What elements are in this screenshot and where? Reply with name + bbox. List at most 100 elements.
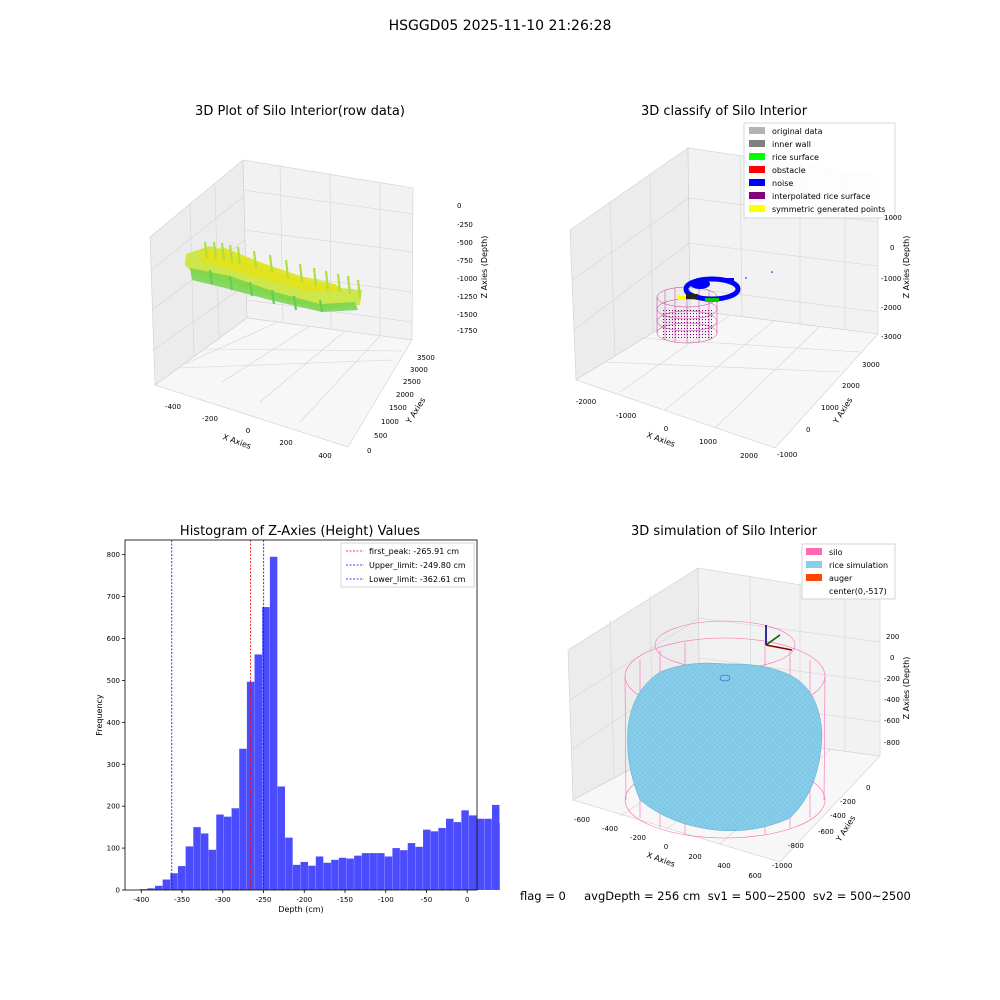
panel2-zlabel: Z Axies (Depth): [902, 236, 911, 299]
tick-label: 0: [465, 896, 469, 904]
histogram-bar: [354, 855, 362, 890]
tick-label: -600: [884, 717, 900, 725]
panel2-3d-plot: original data inner wall rice surface ob…: [569, 122, 911, 460]
legend-swatch-silo: [806, 548, 822, 555]
histogram-bar: [147, 888, 155, 890]
histogram-reference-lines: [171, 540, 265, 890]
legend-label: center(0,-517): [829, 587, 887, 596]
histogram-bar: [269, 556, 278, 890]
tick-label: -100: [378, 896, 394, 904]
tick-label: 1000: [821, 404, 839, 412]
panel4-x-ticks: -600 -400 -200 0 200 400 600: [574, 816, 762, 880]
tick-label: -400: [830, 812, 846, 820]
panel1-point-columns: [203, 241, 362, 299]
tick-label: -1500: [457, 311, 477, 319]
panel2-interpolated-points: [662, 310, 712, 340]
tick-label: 0: [367, 447, 371, 455]
tick-label: 0: [890, 244, 894, 252]
legend-label: obstacle: [772, 166, 806, 175]
legend-label: noise: [772, 179, 793, 188]
legend-swatch-noise: [749, 179, 765, 186]
histogram-bar: [338, 857, 347, 890]
histogram-bar: [430, 831, 439, 890]
tick-label: 600: [748, 872, 761, 880]
tick-label: 0: [890, 654, 894, 662]
histogram-bar: [285, 837, 293, 890]
legend-swatch-rice-surface: [749, 153, 765, 160]
panel2-xlabel: X Axies: [645, 430, 676, 449]
tick-label: 400: [717, 862, 730, 870]
tick-label: -400: [884, 696, 900, 704]
legend-label: auger: [829, 574, 853, 583]
tick-label: -1000: [777, 451, 797, 459]
panel1-x-ticks: -400 -200 0 200 400: [165, 403, 332, 460]
legend-label: symmetric generated points: [772, 205, 885, 214]
status-footer: flag = 0 avgDepth = 256 cm sv1 = 500~250…: [520, 889, 911, 903]
histogram-bar: [223, 816, 232, 890]
panel2-z-ticks: 1000 0 -1000 -2000 -3000: [881, 214, 902, 341]
tick-label: 200: [688, 853, 701, 861]
histogram-bar: [254, 654, 263, 890]
legend-swatch-interpolated: [749, 192, 765, 199]
tick-label: 3000: [410, 366, 428, 374]
tick-label: 2500: [403, 378, 421, 386]
histogram-bar: [277, 786, 285, 890]
tick-label: 2000: [842, 382, 860, 390]
tick-label: -200: [884, 675, 900, 683]
tick-label: 600: [107, 635, 120, 643]
histogram-bar: [400, 850, 408, 890]
tick-label: -500: [457, 239, 473, 247]
legend-label: original data: [772, 127, 823, 136]
histogram-y-ticks: 0 100 200 300 400 500 600 700 800: [107, 551, 125, 895]
tick-label: -2000: [576, 398, 596, 406]
legend-swatch-obstacle: [749, 166, 765, 173]
panel4-3d-plot: silo rice simulation auger center(0,-517…: [567, 543, 911, 880]
legend-swatch-inner-wall: [749, 140, 765, 147]
histogram-bar: [491, 804, 500, 890]
panel4-zlabel: Z Axies (Depth): [902, 657, 911, 720]
legend-swatch-rice: [806, 561, 822, 568]
histogram-bar: [292, 864, 301, 890]
tick-label: -300: [215, 896, 231, 904]
histogram-bar: [200, 833, 209, 890]
tick-label: -400: [133, 896, 149, 904]
histogram-bar: [308, 865, 316, 890]
tick-label: 2000: [396, 391, 414, 399]
tick-label: 300: [107, 761, 120, 769]
tick-label: -1000: [457, 275, 477, 283]
legend-swatch-original-data: [749, 127, 765, 134]
panel2-obstacle: [686, 294, 698, 299]
histogram-bar: [423, 829, 431, 890]
histogram-bar: [216, 814, 224, 890]
histogram-bar: [170, 873, 178, 890]
panel2-legend: original data inner wall rice surface ob…: [743, 122, 896, 219]
panel4-z-ticks: 200 0 -200 -400 -600 -800: [884, 633, 900, 747]
histogram-bar: [476, 818, 485, 890]
legend-label: interpolated rice surface: [772, 192, 870, 201]
tick-label: -200: [840, 798, 856, 806]
tick-label: -3000: [881, 333, 901, 341]
panel2-x-ticks: -2000 -1000 0 1000 2000: [576, 398, 758, 460]
histogram-bar: [446, 818, 454, 890]
histogram-axes-frame: [124, 539, 478, 891]
panel1-zlabel: Z Axies (Depth): [480, 236, 489, 299]
legend-label: first_peak: -265.91 cm: [369, 547, 459, 556]
histogram-bar: [231, 808, 240, 890]
panel4-xlabel: X Axies: [645, 850, 676, 869]
histogram-bar: [377, 853, 385, 890]
histogram-bar: [461, 810, 469, 890]
panel2-title: 3D classify of Silo Interior: [640, 104, 808, 119]
histogram-bar: [185, 846, 194, 890]
histogram-bar: [407, 843, 416, 890]
tick-label: 0: [457, 202, 461, 210]
panel2-rice-surface: [705, 298, 719, 302]
tick-label: -400: [165, 403, 181, 411]
histogram-bar: [361, 853, 370, 890]
histogram-bar: [484, 818, 492, 890]
panel1-y-ticks: 0 500 1000 1500 2000 2500 3000 3500: [367, 354, 435, 455]
tick-label: 1000: [381, 418, 399, 426]
panel1-3d-plot: -400 -200 0 200 400 X Axies 0 500 1000 1…: [149, 159, 489, 460]
histogram-bars: [139, 556, 500, 890]
histogram-bar: [208, 849, 217, 890]
histogram-bar: [154, 885, 163, 890]
